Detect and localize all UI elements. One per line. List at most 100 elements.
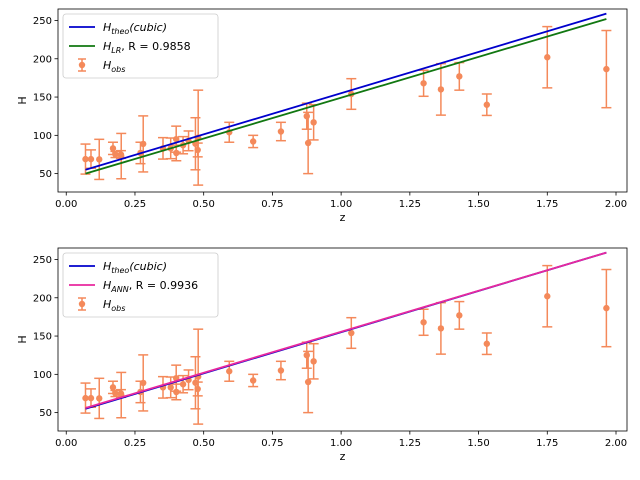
data-marker (226, 368, 233, 375)
data-point (454, 61, 465, 91)
data-marker (172, 135, 180, 143)
data-marker (304, 139, 312, 147)
y-tick-label: 250 (33, 255, 52, 266)
data-marker (112, 390, 119, 397)
data-point (171, 144, 182, 162)
data-marker (456, 73, 463, 80)
legend-label: HANN, R = 0.9936 (103, 279, 198, 294)
y-tick-label: 50 (39, 169, 52, 180)
data-marker (173, 149, 180, 157)
y-tick-label: 100 (33, 131, 52, 142)
legend-box (62, 13, 219, 79)
y-tick-label: 50 (39, 408, 52, 419)
y-axis-label: H (16, 96, 29, 104)
y-tick-label: 200 (33, 54, 52, 65)
data-marker (348, 329, 355, 337)
data-point (542, 264, 553, 328)
data-marker (87, 155, 95, 163)
data-marker (87, 394, 95, 402)
data-point (454, 300, 465, 330)
data-marker (603, 65, 610, 73)
data-point (308, 103, 319, 141)
data-point (165, 376, 176, 399)
legend-label: Htheo(cubic) (103, 260, 167, 275)
data-point (116, 371, 127, 419)
x-tick-label: 0.75 (261, 199, 283, 210)
y-tick-label: 100 (33, 370, 52, 381)
x-tick-label: 1.50 (467, 199, 489, 210)
data-marker (96, 395, 103, 402)
data-marker (249, 138, 257, 145)
data-marker (420, 319, 427, 326)
x-tick-label: 0.00 (55, 199, 77, 210)
data-marker (420, 80, 427, 87)
data-point (301, 341, 312, 369)
y-axis-label: H (16, 335, 29, 343)
y-tick-label: 150 (33, 93, 52, 104)
data-marker (179, 381, 187, 388)
x-tick-label: 1.75 (536, 438, 558, 449)
y-tick-label: 250 (33, 16, 52, 27)
data-point (275, 121, 286, 142)
legend-marker-swatch (78, 61, 86, 69)
x-tick-label: 1.00 (330, 199, 352, 210)
legend-label: Htheo(cubic) (103, 21, 167, 36)
plot-panel-1: 0.00 0.25 0.50 0.75 1.00 1.25 1.50 1.75 2.00 50 10… (16, 8, 628, 224)
data-marker (277, 367, 285, 374)
data-point (94, 377, 105, 420)
data-marker (303, 112, 310, 120)
x-tick-label: 1.25 (399, 438, 421, 449)
data-marker (277, 128, 285, 135)
data-marker (109, 145, 117, 152)
x-tick-label: 0.75 (261, 438, 283, 449)
data-point (435, 62, 446, 116)
data-marker (173, 388, 180, 396)
x-tick-label: 0.50 (193, 199, 215, 210)
data-marker (167, 384, 174, 391)
x-tick-label: 0.00 (55, 438, 77, 449)
data-marker (483, 340, 491, 347)
data-marker (303, 351, 310, 359)
y-tick-label: 150 (33, 332, 52, 343)
data-point (94, 138, 105, 181)
data-point (418, 308, 429, 337)
data-marker (544, 293, 551, 300)
x-tick-label: 2.00 (605, 199, 627, 210)
legend-label: Hobs (103, 298, 125, 313)
x-tick-label: 1.00 (330, 438, 352, 449)
x-tick-label: 1.75 (536, 199, 558, 210)
x-tick-label: 0.50 (193, 438, 215, 449)
x-axis-label: z (340, 211, 346, 224)
data-point (481, 332, 492, 356)
data-point (303, 350, 314, 414)
legend-label: HLR, R = 0.9858 (103, 40, 191, 55)
data-marker (310, 358, 317, 365)
data-marker (109, 384, 117, 391)
data-marker (310, 119, 317, 126)
x-tick-label: 0.25 (124, 438, 146, 449)
data-marker (82, 155, 89, 163)
legend: Htheo(cubic) HANN, R = 0.9936 Hobs (62, 252, 219, 318)
data-marker (437, 325, 445, 332)
series-line-ann (85, 251, 607, 409)
data-point (346, 316, 357, 350)
data-marker (249, 377, 257, 384)
data-marker (96, 156, 103, 163)
x-tick-label: 1.50 (467, 438, 489, 449)
data-point (601, 29, 612, 109)
x-axis-label: z (340, 450, 346, 463)
data-marker (82, 394, 89, 402)
legend-box (62, 252, 219, 318)
legend-item-theo: Htheo(cubic) (69, 21, 167, 36)
data-marker (437, 86, 445, 93)
axes-frame (57, 247, 628, 432)
data-marker (140, 140, 147, 148)
data-marker (483, 101, 491, 108)
data-marker (112, 151, 119, 158)
data-point (435, 301, 446, 355)
axes-frame (57, 8, 628, 193)
data-point (481, 93, 492, 117)
legend-item-lr: HLR, R = 0.9858 (69, 40, 191, 55)
legend-item-obs: Hobs (78, 297, 125, 313)
data-marker (603, 304, 610, 312)
